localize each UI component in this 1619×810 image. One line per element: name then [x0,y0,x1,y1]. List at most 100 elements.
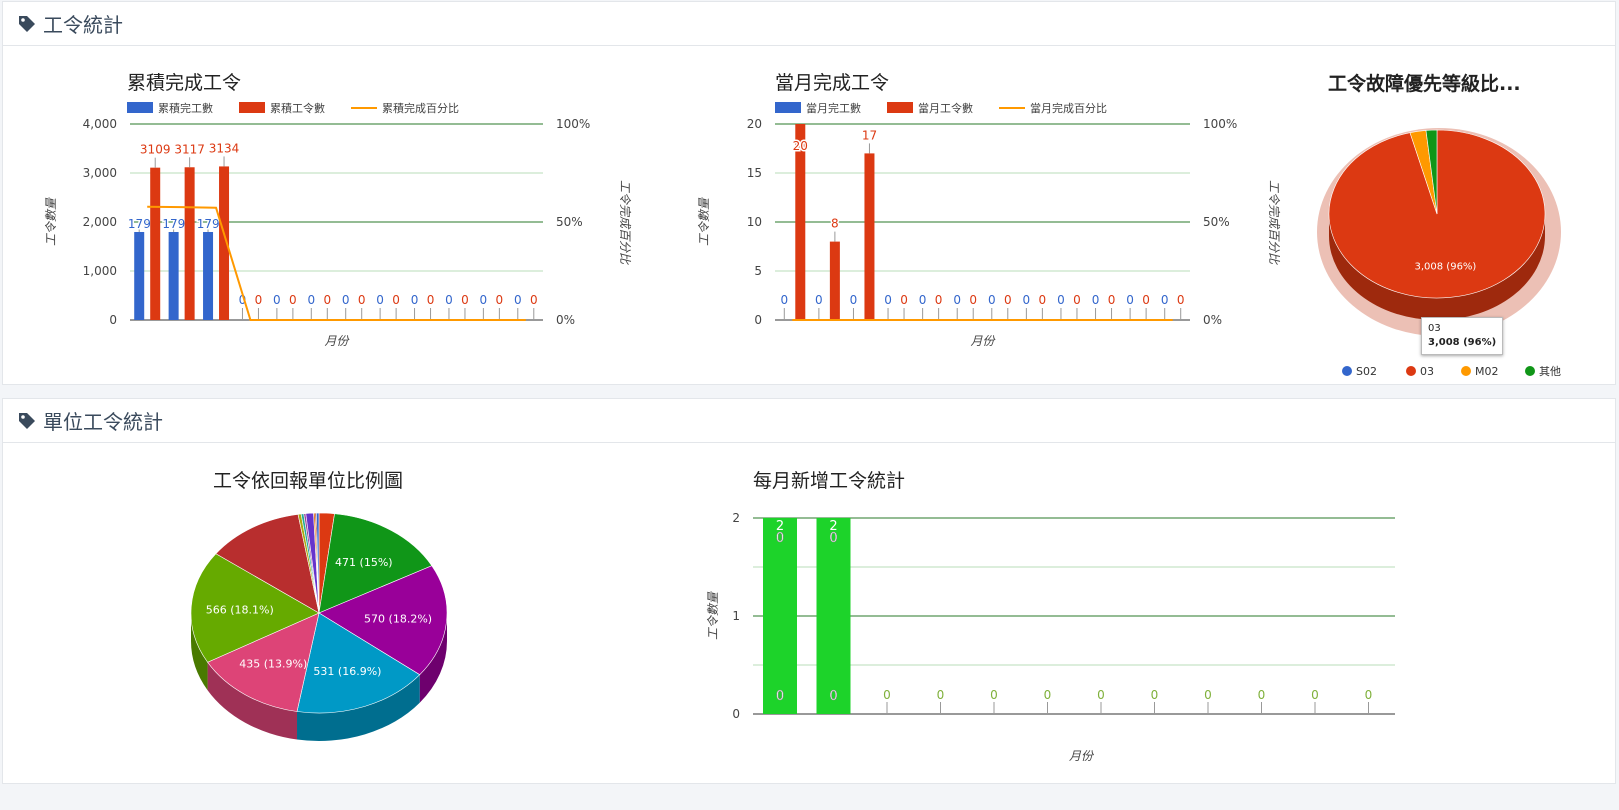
pie-slice [318,513,433,614]
y2-tick-label: 0% [556,313,575,327]
pie-slice-side [419,613,447,703]
bar-value-label: 0 [937,688,945,702]
bar-value-label: 0 [1092,293,1100,307]
bar-value-label: 0 [1039,293,1047,307]
x-axis-title: 月份 [970,334,996,348]
bar-value-label: 0 [1311,688,1319,702]
y-tick-label: 5 [754,264,762,278]
pie-slice [318,565,448,676]
pie-slice-label: 435 (13.9%) [239,658,307,671]
bar-value-label: 0 [1204,688,1212,702]
bar-value-label: 0 [342,293,350,307]
bar-value-label: 0 [376,293,384,307]
bar-value-label: 3117 [174,142,205,156]
bar-value-label: 0 [461,293,469,307]
y2-tick-label: 100% [556,117,590,131]
bar-value-label: 0 [1142,293,1150,307]
y-tick-label: 1,000 [83,264,117,278]
pie-slice-side [207,662,298,740]
chart-title: 累積完成工令 [127,72,241,94]
legend-label: M02 [1475,365,1499,378]
legend-swatch [887,102,913,113]
bar-inner-label: 0 [776,531,784,546]
legend-label: 累積完成百分比 [382,101,459,115]
bar-inner-label: 0 [829,531,837,546]
bar-value-label: 0 [392,293,400,307]
bar-value-label: 0 [988,293,996,307]
y-tick-label: 0 [109,313,117,327]
bar-value-label: 0 [884,293,892,307]
bar-value-label: 0 [1258,688,1266,702]
bar-value-label: 20 [793,139,808,153]
legend-dot [1525,366,1535,376]
x-axis-title: 月份 [1069,749,1095,763]
bar-value-label: 0 [850,293,858,307]
bar-value-label: 2 [776,519,784,534]
bar-value-label: 0 [1365,688,1373,702]
chart-title: 工令依回報單位比例圖 [213,470,403,492]
legend-label: S02 [1356,365,1377,378]
y-tick-label: 10 [747,215,762,229]
bar-value-label: 0 [780,293,788,307]
pie-slice-label: 471 (15%) [335,556,393,569]
pie-slice [296,612,421,714]
pie-slice [207,612,320,712]
y-tick-label: 0 [732,707,740,721]
tooltip-name: 03 [1428,323,1441,334]
bar [763,518,797,714]
y-tick-label: 0 [754,313,762,327]
bar-value-label: 0 [358,293,366,307]
y2-tick-label: 0% [1203,313,1222,327]
percentage-line [147,205,526,321]
legend-swatch [127,102,153,113]
tag-icon [19,412,35,429]
bar-series-2 [219,166,230,320]
panel-header: 單位工令統計 [3,399,1615,443]
y-axis-title: 工令數量 [44,197,58,246]
unit-ratio-pie-chart: 工令依回報單位比例圖 471 (15%) 570 (18.2%) 531 (16.9%… [190,470,448,741]
pie-slice-side [1329,214,1545,320]
pie-slice-side [297,674,420,741]
y-tick-label: 3,000 [83,166,117,180]
bar-value-label: 0 [883,688,891,702]
tag-icon [19,15,35,32]
legend-dot [1406,366,1416,376]
bar-value-label: 0 [514,293,522,307]
chart-title: 工令故障優先等級比... [1328,72,1521,95]
bar-value-label: 0 [1151,688,1159,702]
y-tick-label: 2 [732,511,740,525]
legend-label: 累積工令數 [270,101,325,115]
bar [816,518,851,714]
bar-series-2 [184,167,195,320]
bar-value-label: 0 [1057,293,1065,307]
legend-dot [1461,366,1471,376]
bar-value-label: 0 [900,293,908,307]
bar-value-label: 0 [1177,293,1185,307]
legend-label: 當月完成百分比 [1030,101,1107,115]
x-axis-title: 月份 [324,334,350,348]
tooltip-value: 3,008 (96%) [1428,337,1497,348]
y-tick-label: 4,000 [83,117,117,131]
bar-value-label: 0 [1097,688,1105,702]
bar-value-label: 0 [1161,293,1169,307]
y-tick-label: 1 [732,609,740,623]
legend-dot [1342,366,1352,376]
unit-stats-panel: 單位工令統計 工令依回報單位比例圖 471 (15%) 570 (18.2%) 531… [2,398,1616,784]
bar-value-label: 0 [307,293,315,307]
bar-value-label: 0 [411,293,419,307]
bar-value-label: 0 [427,293,435,307]
y2-tick-label: 100% [1203,117,1237,131]
pie-slice [215,514,320,614]
bar-value-label: 0 [480,293,488,307]
bar-value-label: 0 [1023,293,1031,307]
bar-value-label: 0 [273,293,281,307]
bar-value-label: 17 [862,128,877,142]
chart-title: 當月完成工令 [775,72,889,94]
bar-value-label: 0 [1044,688,1052,702]
pie-slice-label: 531 (16.9%) [313,665,381,678]
pie-slice-label: 3,008 (96%) [1415,262,1477,273]
bar-value-label: 0 [530,293,538,307]
y2-axis-title: 工令完成百分比 [1267,180,1281,265]
work-order-stats-panel: 工令統計 累積完成工令 累積完工數 累積工令數 累積完成百分比 0 1,000 2,000 3… [2,1,1616,385]
